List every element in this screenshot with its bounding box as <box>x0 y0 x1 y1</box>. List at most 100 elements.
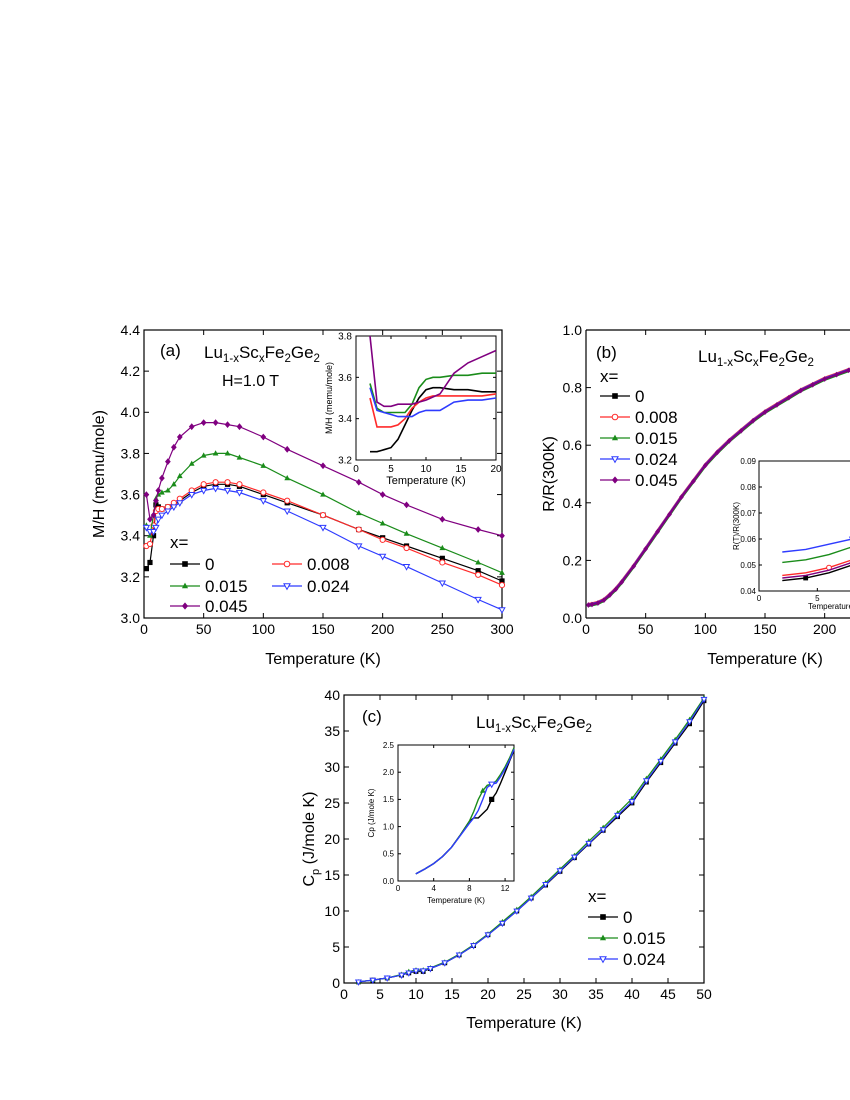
panel-b-point <box>762 409 768 415</box>
panel-a-ytick-label: 3.6 <box>121 486 141 502</box>
panel-c-series-2-point <box>556 868 564 875</box>
panel-b-xlabel: Temperature (K) <box>707 651 823 668</box>
panel-a-inset-series-3 <box>369 387 497 418</box>
panel-a-series-4-point <box>236 423 243 431</box>
panel-a-series-3-point <box>211 485 220 493</box>
panel-a-series-4-point <box>159 474 165 482</box>
panel-a-title-sub2: x <box>259 353 265 365</box>
panel-c-series-2-point <box>498 920 506 928</box>
panel-a-inset-ytick-label: 3.6 <box>338 373 352 384</box>
panel-c-inset-xlabel: Temperature (K) <box>427 896 485 905</box>
panel-c-xtick-label: 5 <box>376 986 384 1002</box>
panel-b-title-base1: Lu <box>698 347 717 366</box>
panel-c-xtick-label: 25 <box>516 986 532 1002</box>
panel-b-legend-0-marker <box>612 393 618 399</box>
panel-a-series-2-point <box>379 520 386 526</box>
panel-a-series-1-point <box>355 526 362 533</box>
panel-b-title-sub4: 2 <box>808 357 814 369</box>
panel-a-series-4-point <box>147 515 153 523</box>
panel-b-point <box>613 586 619 593</box>
panel-c-inset-ytick-label: 0.5 <box>383 850 395 859</box>
panel-a-series-2-point <box>439 544 446 551</box>
panel-c-legend-0-marker <box>600 914 606 920</box>
panel-a-inset-ytick-label: 3.2 <box>338 456 352 467</box>
panel-a-xtick-label: 150 <box>311 621 335 637</box>
panel-a-series-3-point <box>188 491 196 499</box>
panel-b-point <box>655 528 661 535</box>
panel-a-series-2-point <box>165 487 171 493</box>
panel-c-series-2-point <box>513 908 521 915</box>
panel-a-series-2-point <box>200 452 207 458</box>
panel-b-inset-ytick-label: 0.09 <box>740 457 756 466</box>
panel-c-legend-1-marker <box>599 934 607 941</box>
panel-a-series-3-point <box>176 500 184 507</box>
panel-c-label: (c) <box>362 707 382 726</box>
panel-a-series-2-point <box>170 481 177 487</box>
panel-a-series-1-point <box>224 479 231 486</box>
panel-a-series-3-point <box>149 529 158 536</box>
panel-c-inset-ylabel: Cp (J/mole K) <box>367 788 376 837</box>
panel-c-inset-frame <box>397 744 515 882</box>
panel-a-series-4-point <box>188 423 195 431</box>
panel-b-label: (b) <box>596 343 617 362</box>
panel-a-inset-ytick-label: 3.4 <box>338 414 352 425</box>
panel-c-inset-xtick-label: 4 <box>431 884 436 893</box>
panel-b-inset-series-3 <box>782 538 850 553</box>
panel-a-legend-1-marker <box>283 560 291 568</box>
panel-c-ytick-label: 5 <box>332 939 340 955</box>
panel-c-inset-ytick-label: 1.5 <box>383 795 395 804</box>
panel-a-inset-series-4 <box>369 335 497 408</box>
panel-b-inset-series-2 <box>782 546 850 564</box>
panel-c-series-2-point <box>383 975 391 982</box>
panel-b-inset-series-0 <box>782 565 850 582</box>
panel-a-series-1-point <box>212 479 219 486</box>
panel-c-ytick-label: 30 <box>324 759 340 775</box>
panel-c-series-2-point <box>585 840 593 848</box>
panel-a-inset-xtick-label: 10 <box>420 464 432 475</box>
panel-b-ytick-label: 1.0 <box>563 322 583 338</box>
panel-c-title-base3: Fe <box>537 713 557 732</box>
panel-b-point <box>643 546 649 552</box>
panel-b-point <box>846 367 850 374</box>
panel-a-series-3-point <box>199 487 208 495</box>
panel-c-series-2-point <box>642 778 650 785</box>
panel-c-legend-2-label: 0.024 <box>623 950 666 969</box>
panel-b-xtick-label: 100 <box>694 621 718 637</box>
panel-b-title-base4: Ge <box>785 347 808 366</box>
panel-c-ytick-label: 0 <box>332 975 340 991</box>
panel-b-title-base3: Fe <box>759 347 779 366</box>
panel-a-title-sub4: 2 <box>314 353 320 365</box>
panel-b-point <box>619 579 625 585</box>
panel-a-series-4-point <box>165 458 171 466</box>
panel-c-xtick-label: 30 <box>552 986 568 1002</box>
panel-b-legend-3-marker <box>611 456 619 464</box>
panel-a-series-2-point <box>236 454 243 460</box>
panel-c-title-base2: Sc <box>511 713 531 732</box>
panel-a-series-4-point <box>212 419 219 426</box>
panel-c-ylabel-base: C <box>301 875 318 887</box>
panel-b-xtick-label: 50 <box>638 621 654 637</box>
panel-c-series-2-point <box>405 970 413 977</box>
panel-c-series-2-point <box>369 977 377 985</box>
panel-a-series-0-point <box>439 555 445 561</box>
panel-c-inset-xtick-label: 12 <box>501 884 510 893</box>
panel-c-ytick-label: 25 <box>324 795 340 811</box>
panel-b-title-sub1: 1-x <box>717 357 733 369</box>
panel-b-point <box>786 394 792 401</box>
panel-c-inset-xtick-label: 0 <box>396 884 401 893</box>
panel-a-series-2-point <box>212 450 219 456</box>
panel-c-inset-ytick-label: 2.0 <box>383 768 395 777</box>
panel-a-ytick-label: 4.2 <box>121 363 141 379</box>
panel-c-legend-2-marker <box>599 956 607 964</box>
panel-c-ytick-label: 40 <box>324 687 340 703</box>
panel-c-series-2-point <box>398 972 406 979</box>
panel-b-legend-1-label: 0.008 <box>635 408 678 427</box>
panel-a-series-1-point <box>260 489 267 496</box>
panel-a-series-1-point <box>200 481 207 488</box>
panel-a-legend-0-marker <box>182 561 188 567</box>
panel-c-inset-marker-0 <box>489 796 495 802</box>
panel-b-point <box>822 376 828 382</box>
panel-a-xtick-label: 200 <box>371 621 395 637</box>
panel-b-legend-2-marker <box>611 434 619 441</box>
